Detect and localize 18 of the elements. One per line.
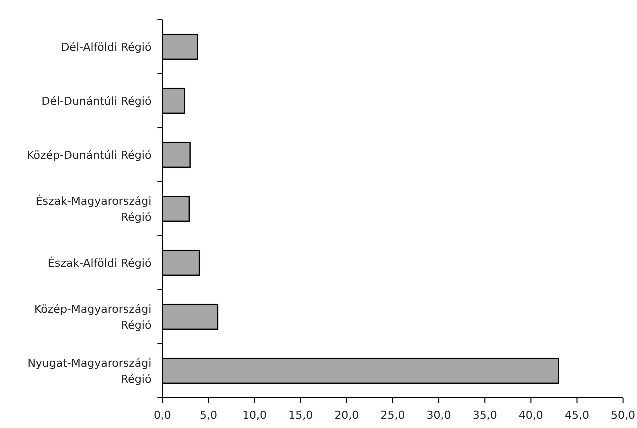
x-tick-label: 35,0 — [472, 409, 498, 422]
x-tick-label: 30,0 — [426, 409, 452, 422]
x-tick-label: 20,0 — [334, 409, 360, 422]
x-tick-label: 10,0 — [242, 409, 268, 422]
y-tick-label: Közép-Dunántúli Régió — [27, 148, 152, 162]
x-tick-label: 25,0 — [380, 409, 406, 422]
x-tick-label: 45,0 — [564, 409, 590, 422]
x-tick-label: 40,0 — [518, 409, 544, 422]
y-tick-label: Észak-Alföldi Régió — [48, 256, 152, 270]
y-tick-label: Észak-Magyarországi Régió — [36, 194, 152, 224]
y-tick-label: Dél-Alföldi Régió — [61, 40, 152, 54]
x-tick-label: 15,0 — [288, 409, 314, 422]
x-tick-label: 50,0 — [611, 409, 636, 422]
x-tick-label: 0,0 — [154, 409, 172, 422]
y-tick-label: Nyugat-Magyarországi Régió — [28, 356, 152, 386]
x-tick-label: 5,0 — [200, 409, 218, 422]
y-tick-label: Közép-Magyarországi Régió — [34, 302, 152, 332]
y-tick-label: Dél-Dunántúli Régió — [42, 94, 152, 108]
